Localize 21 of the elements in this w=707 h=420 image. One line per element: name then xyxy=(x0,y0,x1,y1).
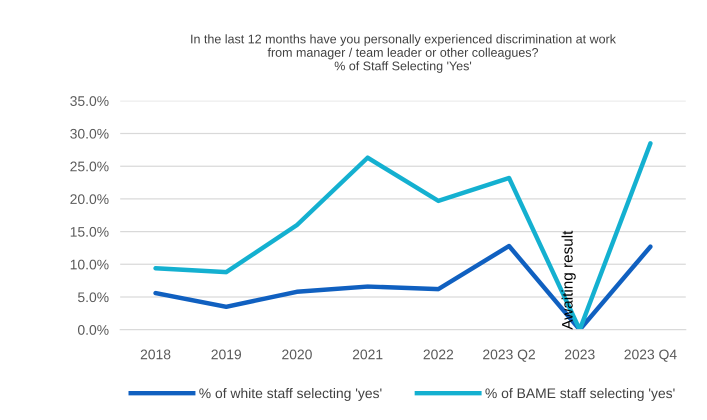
x-tick-label: 2018 xyxy=(140,350,170,360)
y-tick-label: 20.0% xyxy=(70,194,109,204)
y-tick-label: 10.0% xyxy=(70,260,109,270)
legend-label: % of white staff selecting 'yes' xyxy=(199,388,382,401)
y-tick-label: 5.0% xyxy=(78,292,109,302)
x-tick-label: 2023 Q4 xyxy=(624,350,677,362)
x-tick-label: 2022 xyxy=(424,350,454,360)
x-tick-label: 2020 xyxy=(282,350,312,360)
y-tick-label: 35.0% xyxy=(70,96,109,106)
y-tick-label: 25.0% xyxy=(70,162,109,172)
y-tick-label: 0.0% xyxy=(78,325,109,335)
y-tick-label: 15.0% xyxy=(70,226,109,237)
x-tick-label: 2023 xyxy=(564,350,595,360)
line-series xyxy=(153,141,653,330)
legend-label: % of BAME staff selecting 'yes' xyxy=(485,388,675,401)
y-tick-label: 30.0% xyxy=(70,128,109,139)
annotation: Awaiting result xyxy=(562,230,576,330)
x-tick-label: 2023 Q2 xyxy=(483,350,535,362)
x-tick-label: 2019 xyxy=(211,350,242,360)
chart-title: In the last 12 months have you personally experienced discrimination at work from manager / team leader or other colleagues? % of Staff Selecting 'Yes' xyxy=(191,34,616,73)
x-tick-label: 2021 xyxy=(352,350,382,360)
